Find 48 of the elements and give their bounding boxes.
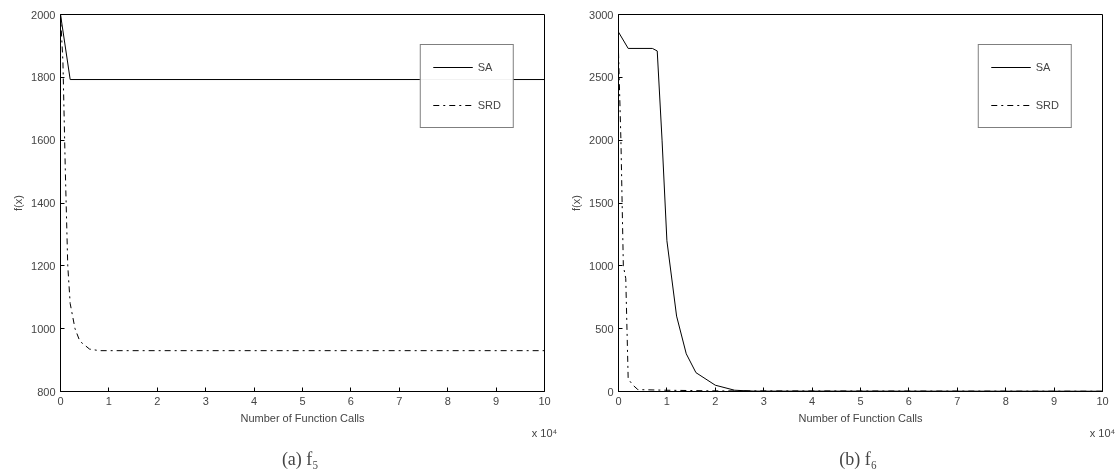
legend-label: SRD <box>477 99 501 111</box>
y-axis-title: f(x) <box>12 195 25 211</box>
x-tick-label: 8 <box>1002 394 1009 407</box>
x-axis-title: Number of Function Calls <box>798 411 924 424</box>
x-tick-label: 7 <box>954 394 961 407</box>
x-axis-title: Number of Function Calls <box>240 411 366 424</box>
y-tick-label: 500 <box>595 322 614 335</box>
x-tick-label: 4 <box>251 394 258 407</box>
x-tick-label: 5 <box>857 394 864 407</box>
x-tick-label: 0 <box>57 394 64 407</box>
x-tick-label: 1 <box>105 394 112 407</box>
text: x 10⁴ <box>531 426 558 439</box>
x-tick-label: 9 <box>1051 394 1058 407</box>
x-tick-label: 2 <box>154 394 161 407</box>
x-tick-label: 3 <box>202 394 209 407</box>
x-tick-label: 4 <box>809 394 816 407</box>
legend-label: SA <box>477 61 494 73</box>
x-tick-label: 6 <box>905 394 912 407</box>
y-tick-label: 2500 <box>589 71 614 84</box>
text: (b) f₆ <box>839 448 878 470</box>
x-tick-label: 10 <box>1096 394 1109 407</box>
x-tick-label: 8 <box>444 394 451 407</box>
y-axis-title: f(x) <box>570 195 583 211</box>
x-tick-label: 1 <box>663 394 670 407</box>
y-tick-label: 1000 <box>31 322 56 335</box>
y-tick-label: 1400 <box>31 197 56 209</box>
y-tick-label: 800 <box>37 385 56 398</box>
x-tick-label: 3 <box>760 394 767 407</box>
legend-label: SA <box>1035 61 1052 73</box>
x-tick-label: 0 <box>615 394 622 407</box>
x-tick-label: 7 <box>396 394 403 407</box>
x-tick-label: 5 <box>299 394 306 407</box>
x-tick-label: 10 <box>538 394 551 407</box>
legend-label: SRD <box>1035 99 1059 111</box>
x-tick-label: 9 <box>493 394 500 407</box>
y-tick-label: 0 <box>607 385 614 398</box>
y-tick-label: 1800 <box>31 71 56 84</box>
y-tick-label: 1600 <box>31 134 56 147</box>
text: x 10⁴ <box>1089 426 1116 439</box>
y-tick-label: 3000 <box>589 8 614 21</box>
x-tick-label: 2 <box>712 394 719 407</box>
y-tick-label: 2000 <box>589 134 614 147</box>
y-tick-label: 2000 <box>31 8 56 21</box>
y-tick-label: 1000 <box>589 259 614 272</box>
y-tick-label: 1500 <box>589 197 614 209</box>
text: (a) f₅ <box>281 448 319 470</box>
x-tick-label: 6 <box>347 394 354 407</box>
y-tick-label: 1200 <box>31 259 56 272</box>
